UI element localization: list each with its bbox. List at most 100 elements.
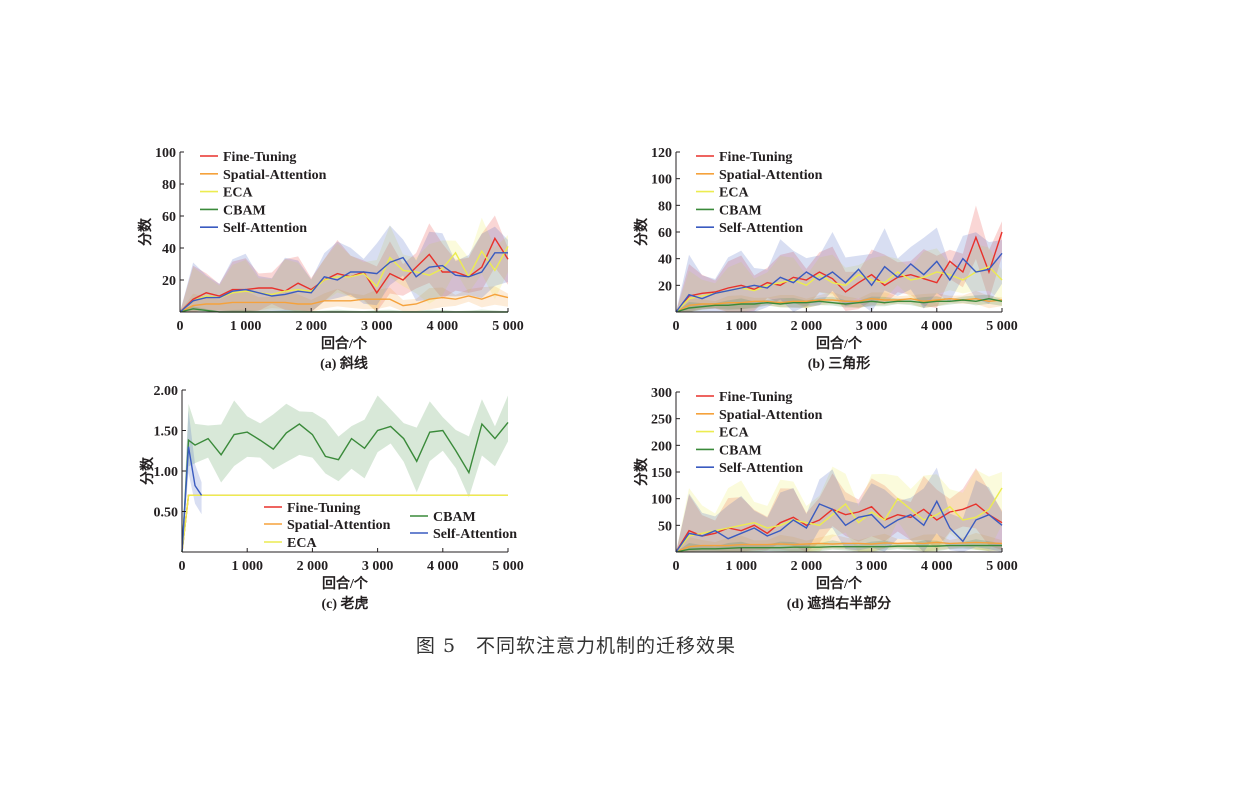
series-line-fine-tuning xyxy=(675,231,1003,313)
x-tick-label: 0 xyxy=(673,559,680,574)
x-tick-label: 2 000 xyxy=(297,559,329,574)
y-tick-label: 100 xyxy=(651,493,672,508)
series-line-spatial-attention xyxy=(179,293,509,313)
x-tick-label: 5 000 xyxy=(986,559,1018,574)
y-tick-label: 40 xyxy=(658,253,672,268)
y-tick-label: 80 xyxy=(658,199,672,214)
confidence-band-self-attention xyxy=(180,225,508,312)
x-tick-label: 1 000 xyxy=(725,559,757,574)
x-tick-label: 5 000 xyxy=(492,319,524,334)
series-line-cbam xyxy=(181,421,509,553)
legend-label-spatial-attention: Spatial-Attention xyxy=(719,408,823,423)
legend-label-eca: ECA xyxy=(719,426,749,441)
series-line-eca xyxy=(181,494,508,553)
y-tick-label: 100 xyxy=(155,146,176,161)
legend-label-self-attention: Self-Attention xyxy=(719,461,803,476)
y-axis-label: 分数 xyxy=(633,457,650,486)
x-tick-label: 4 000 xyxy=(921,559,953,574)
series-line-fine-tuning xyxy=(675,503,1003,553)
confidence-band-cbam xyxy=(676,539,1002,552)
y-tick-label: 250 xyxy=(651,413,672,428)
series-line-eca xyxy=(675,487,1003,553)
y-tick-label: 80 xyxy=(162,178,176,193)
x-tick-label: 1 000 xyxy=(231,559,263,574)
x-tick-label: 4 000 xyxy=(427,319,459,334)
x-axis-label: 回合/个 xyxy=(321,335,368,352)
x-axis-label: 回合/个 xyxy=(322,575,369,592)
series-line-spatial-attention xyxy=(675,297,1003,313)
chart-panel-2: 0 1 000 2 000 3 000 4 000 5 000 20 40 60 80 100 120… xyxy=(633,146,1018,372)
x-tick-label: 5 000 xyxy=(492,559,524,574)
x-tick-label: 1 000 xyxy=(230,319,262,334)
figure-caption: 图 5 不同软注意力机制的迁移效果 xyxy=(415,635,737,657)
legend-label-self-attention: Self-Attention xyxy=(223,221,307,236)
y-tick-label: 300 xyxy=(651,386,672,401)
confidence-band-cbam xyxy=(180,306,508,312)
x-tick-label: 3 000 xyxy=(362,559,394,574)
series-line-spatial-attention xyxy=(675,541,1003,553)
series-line-cbam xyxy=(675,544,1002,553)
y-axis-label: 分数 xyxy=(137,217,154,246)
series-line-self-attention xyxy=(675,252,1003,313)
legend-label-spatial-attention: Spatial-Attention xyxy=(719,168,823,183)
y-tick-label: 40 xyxy=(162,242,176,257)
legend-label-eca: ECA xyxy=(287,536,317,551)
legend-label-eca: ECA xyxy=(223,186,253,201)
y-axis-label: 分数 xyxy=(633,217,650,246)
panel-title: (a) 斜线 xyxy=(320,355,368,372)
y-tick-label: 150 xyxy=(651,466,672,481)
y-tick-label: 0.50 xyxy=(154,506,179,521)
y-axis-label: 分数 xyxy=(139,456,156,485)
legend-label-spatial-attention: Spatial-Attention xyxy=(287,518,391,533)
y-tick-label: 60 xyxy=(658,226,672,241)
chart-panel-4: 0 1 000 2 000 3 000 4 000 5 000 50 100 150 200 250… xyxy=(633,386,1018,612)
y-tick-label: 1.00 xyxy=(154,465,179,480)
chart-panel-1: 0 1 000 2 000 3 000 4 000 5 000 20 40 60 80 100 回合/… xyxy=(137,146,524,372)
y-tick-label: 20 xyxy=(162,274,176,289)
x-tick-label: 0 xyxy=(177,319,184,334)
legend-label-cbam: CBAM xyxy=(719,203,762,218)
y-tick-label: 50 xyxy=(658,519,672,534)
x-tick-label: 2 000 xyxy=(791,559,823,574)
y-tick-label: 200 xyxy=(651,439,672,454)
x-tick-label: 0 xyxy=(179,559,186,574)
confidence-band-self-attention xyxy=(182,410,202,552)
confidence-band-cbam xyxy=(182,395,508,552)
legend-label-fine-tuning: Fine-Tuning xyxy=(719,150,792,165)
y-tick-label: 100 xyxy=(651,173,672,188)
y-tick-label: 60 xyxy=(162,210,176,225)
confidence-band-self-attention xyxy=(676,227,1002,312)
panel-title: (c) 老虎 xyxy=(321,595,368,612)
x-tick-label: 3 000 xyxy=(856,559,888,574)
legend-label-self-attention: Self-Attention xyxy=(433,527,517,542)
x-tick-label: 5 000 xyxy=(986,319,1018,334)
x-axis-label: 回合/个 xyxy=(816,335,863,352)
series-line-self-attention xyxy=(181,446,203,553)
x-tick-label: 4 000 xyxy=(427,559,459,574)
x-tick-label: 3 000 xyxy=(856,319,888,334)
y-tick-label: 1.50 xyxy=(154,425,179,440)
legend-label-eca: ECA xyxy=(719,186,749,201)
y-tick-label: 2.00 xyxy=(154,384,179,399)
chart-panel-3: 0 1 000 2 000 3 000 4 000 5 000 0.50 1.00 1.50 2.… xyxy=(139,384,524,612)
series-line-self-attention xyxy=(179,252,508,313)
y-tick-label: 20 xyxy=(658,279,672,294)
confidence-band-spatial-attention xyxy=(180,286,508,312)
legend-label-fine-tuning: Fine-Tuning xyxy=(223,150,296,165)
x-tick-label: 2 000 xyxy=(295,319,327,334)
panel-title: (b) 三角形 xyxy=(808,355,871,372)
series-line-self-attention xyxy=(675,499,1003,553)
x-tick-label: 4 000 xyxy=(921,319,953,334)
panel-title: (d) 遮挡右半部分 xyxy=(787,595,892,612)
series-line-cbam xyxy=(675,297,1003,313)
legend-label-self-attention: Self-Attention xyxy=(719,221,803,236)
legend-label-fine-tuning: Fine-Tuning xyxy=(719,390,792,405)
x-tick-label: 1 000 xyxy=(725,319,757,334)
x-tick-label: 2 000 xyxy=(791,319,823,334)
legend-label-cbam: CBAM xyxy=(223,203,266,218)
legend-label-spatial-attention: Spatial-Attention xyxy=(223,168,327,183)
x-axis-label: 回合/个 xyxy=(816,575,863,592)
legend-label-fine-tuning: Fine-Tuning xyxy=(287,501,360,516)
x-tick-label: 3 000 xyxy=(361,319,393,334)
